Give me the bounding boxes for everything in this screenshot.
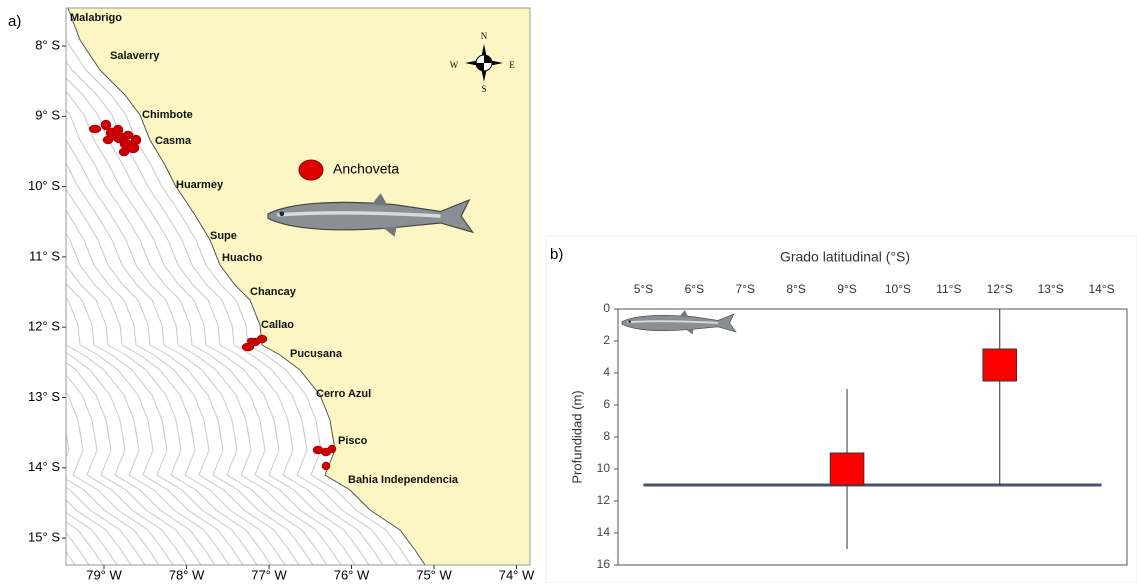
place-label: Salaverry bbox=[110, 50, 160, 62]
lat-tick-label: 14° S bbox=[28, 459, 60, 474]
chart-title: Grado latitudinal (°S) bbox=[780, 249, 910, 265]
y-tick-label: 14 bbox=[597, 525, 611, 539]
ocean-contour bbox=[0, 8, 47, 565]
place-label: Cerro Azul bbox=[316, 388, 371, 400]
x-tick-label: 5°S bbox=[634, 282, 653, 296]
page: a) Malabrigo Salaverry Chimbote Casma Hu… bbox=[0, 0, 1137, 588]
x-tick-label: 14°S bbox=[1088, 282, 1114, 296]
place-label: Pucusana bbox=[290, 348, 343, 360]
lat-tick-label: 13° S bbox=[28, 389, 60, 404]
y-tick-label: 16 bbox=[597, 557, 611, 571]
lon-tick-label: 74° W bbox=[499, 567, 535, 582]
y-tick-label: 10 bbox=[597, 461, 611, 475]
lat-tick-label: 15° S bbox=[28, 530, 60, 545]
lat-tick-label: 10° S bbox=[28, 178, 60, 193]
place-label: Huacho bbox=[222, 252, 263, 264]
lat-tick-label: 9° S bbox=[35, 108, 60, 123]
x-tick-label: 10°S bbox=[885, 282, 911, 296]
ocean-contour bbox=[0, 8, 75, 565]
y-tick-label: 4 bbox=[603, 365, 610, 379]
figure: a) Malabrigo Salaverry Chimbote Casma Hu… bbox=[0, 0, 1137, 583]
y-tick-label: 0 bbox=[603, 301, 610, 315]
y-tick-label: 6 bbox=[603, 397, 610, 411]
lat-tick-label: 12° S bbox=[28, 319, 60, 334]
lon-tick-label: 77° W bbox=[251, 567, 287, 582]
ocean-contour bbox=[0, 8, 33, 565]
ocean-contour bbox=[0, 8, 19, 565]
x-tick-label: 7°S bbox=[736, 282, 755, 296]
lon-tick-label: 75° W bbox=[416, 567, 452, 582]
lat-tick-label: 8° S bbox=[35, 37, 60, 52]
place-label: Chancay bbox=[250, 286, 297, 298]
place-label: Malabrigo bbox=[70, 12, 122, 24]
y-tick-label: 8 bbox=[603, 429, 610, 443]
y-tick-label: 2 bbox=[603, 333, 610, 347]
lat-tick-label: 11° S bbox=[29, 248, 60, 263]
lon-tick-label: 79° W bbox=[86, 567, 122, 582]
box bbox=[983, 349, 1017, 381]
place-label: Callao bbox=[261, 319, 294, 331]
place-label: Supe bbox=[210, 230, 237, 242]
box bbox=[830, 453, 864, 485]
legend-marker bbox=[299, 160, 323, 180]
x-tick-label: 13°S bbox=[1038, 282, 1064, 296]
place-label: Bahia Independencia bbox=[348, 474, 459, 486]
x-tick-label: 8°S bbox=[786, 282, 805, 296]
x-tick-label: 11°S bbox=[936, 282, 961, 296]
compass-s: S bbox=[481, 84, 486, 94]
y-axis-label: Profundidad (m) bbox=[569, 390, 584, 483]
lon-tick-label: 78° W bbox=[169, 567, 205, 582]
ocean-contour bbox=[0, 8, 61, 565]
panel-label: b) bbox=[550, 246, 563, 263]
place-label: Casma bbox=[155, 135, 192, 147]
lon-tick-label: 76° W bbox=[334, 567, 370, 582]
panel-label: a) bbox=[8, 13, 21, 30]
place-label: Pisco bbox=[338, 435, 368, 447]
legend-label: Anchoveta bbox=[333, 161, 399, 177]
compass-n: N bbox=[481, 31, 488, 41]
compass-w: W bbox=[450, 60, 459, 70]
place-label: Huarmey bbox=[176, 179, 224, 191]
x-tick-label: 6°S bbox=[685, 282, 704, 296]
x-tick-label: 9°S bbox=[837, 282, 856, 296]
x-tick-label: 12°S bbox=[987, 282, 1013, 296]
y-tick-label: 12 bbox=[597, 493, 611, 507]
compass-e: E bbox=[509, 60, 515, 70]
place-label: Chimbote bbox=[142, 109, 193, 121]
